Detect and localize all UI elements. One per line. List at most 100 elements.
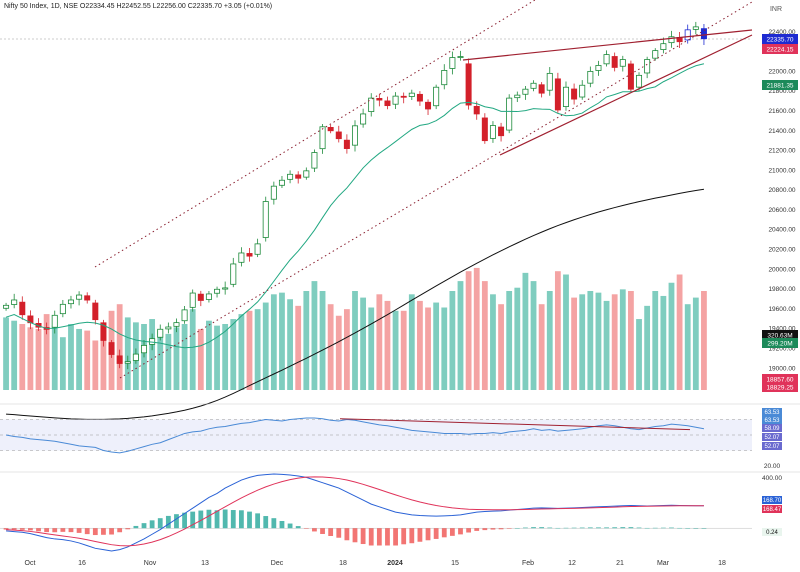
- volume-bar: [692, 297, 699, 390]
- macd-histogram-bar: [531, 527, 536, 529]
- volume-bar: [222, 324, 229, 390]
- volume-bar: [441, 307, 448, 390]
- price-badge-label: 320.63M: [767, 333, 792, 340]
- price-tick-label: 20200.00: [768, 247, 795, 254]
- volume-bar: [636, 319, 642, 390]
- volume-bar: [652, 291, 659, 390]
- price-badge: [762, 34, 798, 44]
- volume-bar: [230, 319, 237, 390]
- price-badge-label: 22335.70: [766, 37, 793, 44]
- x-tick-label: Oct: [25, 560, 36, 567]
- candle-body: [59, 303, 66, 315]
- volume-bar: [392, 310, 399, 390]
- ohlc-readout: O22334.45 H22452.55 L22256.00 C22335.70 …: [79, 3, 273, 10]
- macd-histogram-bar: [141, 523, 147, 529]
- candle-body: [287, 173, 294, 180]
- candle-body: [141, 344, 148, 354]
- macd-histogram-bar: [344, 528, 350, 541]
- volume-bar: [35, 328, 42, 390]
- macd-histogram-bar: [76, 528, 82, 533]
- volume-bar: [149, 319, 156, 390]
- candle-body: [644, 59, 651, 74]
- macd-histogram-bar: [360, 528, 366, 545]
- x-tick-label: 18: [718, 560, 726, 567]
- symbol-label: Nifty 50 Index, 1D, NSE: [4, 3, 78, 10]
- candle-body: [595, 65, 602, 71]
- volume-bar: [92, 340, 99, 390]
- macd-histogram-bar: [133, 525, 139, 529]
- volume-bar: [59, 337, 66, 390]
- macd-histogram-bar: [222, 509, 228, 529]
- currency-label: INR: [769, 6, 782, 13]
- volume-bar: [465, 271, 472, 390]
- macd-histogram-bar: [303, 528, 309, 529]
- macd-histogram-bar: [368, 528, 374, 546]
- candle-body: [311, 152, 318, 169]
- x-tick-label: 21: [616, 560, 624, 567]
- volume-bar: [51, 325, 58, 390]
- volume-bar: [538, 304, 545, 390]
- macd-histogram-bar: [604, 527, 609, 529]
- volume-bar: [335, 315, 342, 390]
- volume-bar: [619, 289, 626, 390]
- macd-histogram-bar: [636, 527, 642, 529]
- volume-bar: [352, 291, 358, 390]
- volume-bar: [246, 310, 253, 390]
- macd-histogram-bar: [238, 510, 244, 529]
- macd-histogram-bar: [539, 527, 545, 529]
- volume-bar: [181, 324, 188, 390]
- candle-body: [498, 126, 505, 137]
- price-tick-label: 19200.00: [768, 345, 795, 352]
- volume-bar: [270, 294, 277, 390]
- volume-bar: [287, 299, 293, 390]
- volume-bar: [408, 294, 415, 390]
- macd-histogram-bar: [190, 511, 196, 529]
- macd-histogram-bar: [547, 527, 553, 529]
- candle-body: [579, 84, 586, 98]
- macd-histogram-bar: [312, 528, 317, 532]
- volume-bar: [319, 291, 326, 390]
- candle-body: [132, 353, 139, 361]
- volume-bar: [197, 328, 204, 390]
- candle-body: [636, 74, 643, 88]
- volume-bar: [628, 291, 634, 390]
- macd-histogram-bar: [28, 528, 33, 531]
- volume-bar: [343, 309, 350, 390]
- candle-body: [700, 28, 707, 40]
- macd-histogram-bar: [198, 510, 204, 529]
- volume-bar: [611, 294, 618, 390]
- volume-bar: [68, 324, 74, 390]
- macd-histogram-bar: [84, 528, 90, 535]
- macd-histogram-bar: [474, 528, 480, 531]
- rsi-badge: [762, 433, 782, 441]
- x-tick-label: 12: [568, 560, 576, 567]
- volume-bar: [571, 297, 578, 390]
- volume-bar: [3, 317, 9, 390]
- candle-body: [76, 294, 83, 300]
- candle-body: [238, 252, 245, 263]
- macd-histogram-bar: [101, 528, 106, 535]
- macd-histogram-bar: [482, 528, 488, 531]
- macd-histogram-bar: [628, 527, 634, 529]
- candle-body: [660, 43, 667, 50]
- candle-body: [506, 97, 513, 131]
- macd-histogram-bar: [587, 527, 593, 529]
- price-tick-label: 21800.00: [768, 88, 795, 95]
- macd-histogram-bar: [466, 528, 472, 533]
- candle-body: [611, 56, 618, 68]
- macd-histogram-bar: [677, 527, 682, 529]
- indicator-lines: [5, 0, 753, 420]
- volume-bar: [11, 320, 18, 390]
- volume-bar: [376, 294, 383, 390]
- candle-body: [554, 78, 561, 111]
- macd-histogram-bar: [685, 528, 691, 529]
- rsi-badge: [762, 416, 782, 424]
- volume-bar: [295, 305, 302, 390]
- x-tick-label: 2024: [387, 560, 403, 567]
- macd-axis-label: 400.00: [762, 475, 782, 482]
- price-tick-label: 22400.00: [768, 29, 795, 36]
- macd-histogram-bar: [669, 527, 674, 529]
- macd-histogram-bar: [644, 527, 650, 529]
- candle-body: [181, 309, 188, 322]
